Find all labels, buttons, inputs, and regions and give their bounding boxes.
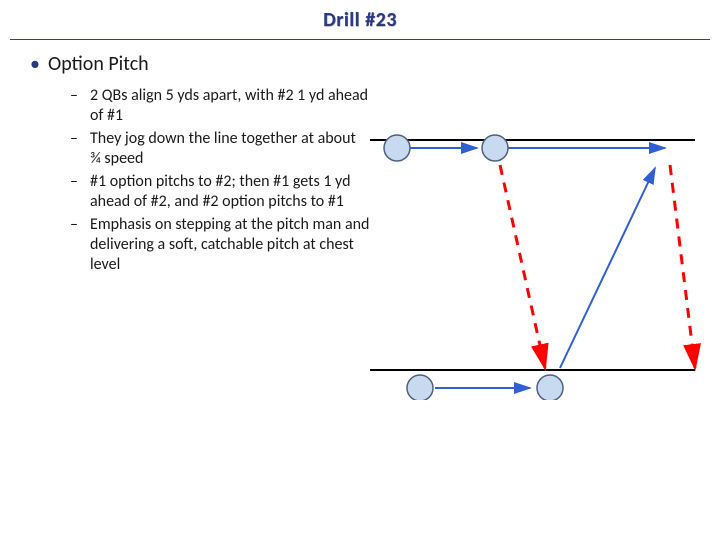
sub-bullet: –They jog down the line together at abou… [70, 129, 370, 169]
main-bullet-text: Option Pitch [48, 52, 149, 76]
title-bar: Drill #23 [10, 8, 710, 40]
sub-bullet-text: #1 option pitchs to #2; then #1 gets 1 y… [90, 172, 370, 212]
drill-title: Drill #23 [323, 8, 397, 32]
dash-icon: – [70, 129, 82, 169]
sub-bullet-text: Emphasis on stepping at the pitch man an… [90, 215, 370, 275]
sub-bullet: –Emphasis on stepping at the pitch man a… [70, 215, 370, 275]
diagram-svg [365, 110, 715, 400]
bullet-icon: • [30, 52, 40, 76]
content-area: •Option Pitch –2 QBs align 5 yds apart, … [30, 52, 370, 278]
sub-bullet-text: They jog down the line together at about… [90, 129, 370, 169]
sub-list: –2 QBs align 5 yds apart, with #2 1 yd a… [70, 86, 370, 275]
sub-bullet: –#1 option pitchs to #2; then #1 gets 1 … [70, 172, 370, 212]
sub-bullet-text: 2 QBs align 5 yds apart, with #2 1 yd ah… [90, 86, 370, 126]
dash-icon: – [70, 86, 82, 126]
dash-icon: – [70, 215, 82, 275]
play-diagram [365, 110, 715, 400]
dash-icon: – [70, 172, 82, 212]
main-bullet: • Option Pitch [30, 52, 370, 76]
sub-bullet: –2 QBs align 5 yds apart, with #2 1 yd a… [70, 86, 370, 126]
